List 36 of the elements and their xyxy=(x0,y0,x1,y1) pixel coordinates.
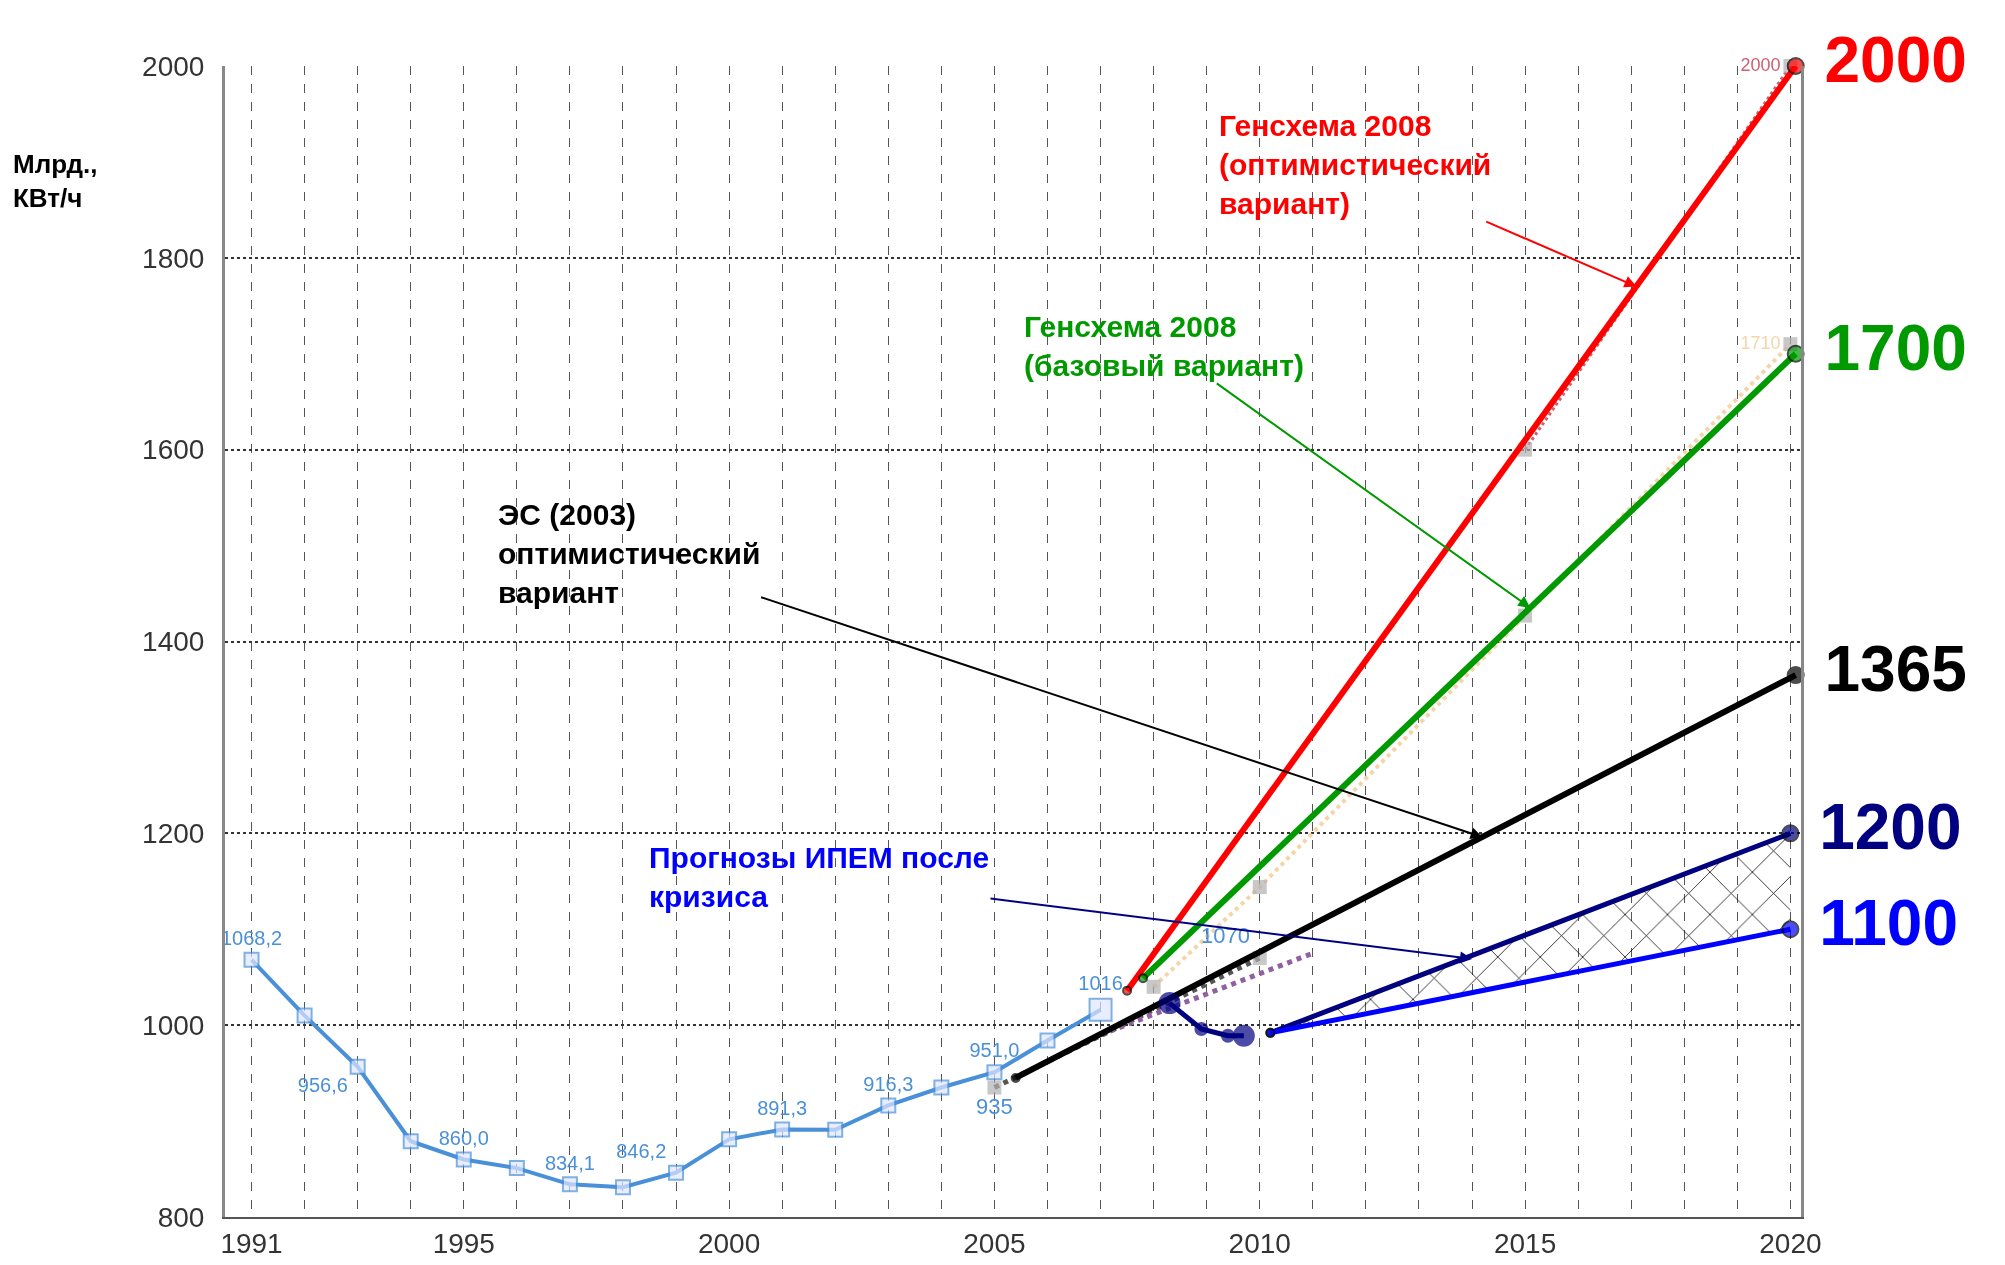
data-label: 1016 xyxy=(1078,972,1123,995)
data-label: 935 xyxy=(976,1093,1013,1119)
data-label: 2000 xyxy=(1740,54,1781,75)
y-tick-label: 1200 xyxy=(142,818,205,850)
y-tick-label: 1800 xyxy=(142,242,205,274)
data-label: 834,1 xyxy=(544,1151,595,1174)
data-label: 916,3 xyxy=(863,1072,914,1095)
data-label: 1200 xyxy=(1801,791,1962,864)
annotation: Прогнозы ИПЕМ после кризиса xyxy=(649,841,990,913)
data-label: 951,0 xyxy=(969,1039,1020,1062)
data-label: 891,3 xyxy=(757,1096,808,1119)
data-label: 1068,2 xyxy=(220,927,283,949)
y-tick-label: 1400 xyxy=(142,626,205,658)
x-tick-label: 2015 xyxy=(1493,1227,1557,1259)
y-tick-label: 2000 xyxy=(142,50,205,82)
x-tick-label: 2010 xyxy=(1228,1227,1291,1259)
y-tick-label: 1000 xyxy=(142,1009,205,1041)
data-label: 860,0 xyxy=(438,1126,489,1149)
data-label: 1100 xyxy=(1801,887,1959,960)
data-label: 1710 xyxy=(1740,332,1781,353)
x-tick-label: 1995 xyxy=(432,1227,495,1259)
x-tick-label: 2005 xyxy=(963,1227,1026,1259)
data-label: 1700 xyxy=(1806,311,1967,384)
data-label: 2000 xyxy=(1806,24,1967,96)
annotation: Генсхема 2008 (базовый вариант) xyxy=(1024,310,1304,382)
x-tick-label: 2000 xyxy=(697,1227,761,1259)
annotation: ЭС (2003) оптимистический вариант xyxy=(498,498,761,609)
y-axis-title: Млрд., КВт/ч xyxy=(13,149,98,213)
annotation: Генсхема 2008 (оптимистический вариант) xyxy=(1219,109,1492,220)
data-label: 846,2 xyxy=(616,1139,667,1162)
x-tick-label: 2020 xyxy=(1759,1227,1822,1259)
data-label: 956,6 xyxy=(297,1073,348,1096)
data-label: 1365 xyxy=(1806,633,1967,706)
y-tick-label: 800 xyxy=(157,1201,205,1233)
y-tick-label: 1600 xyxy=(142,434,205,466)
x-tick-label: 1991 xyxy=(220,1227,283,1259)
